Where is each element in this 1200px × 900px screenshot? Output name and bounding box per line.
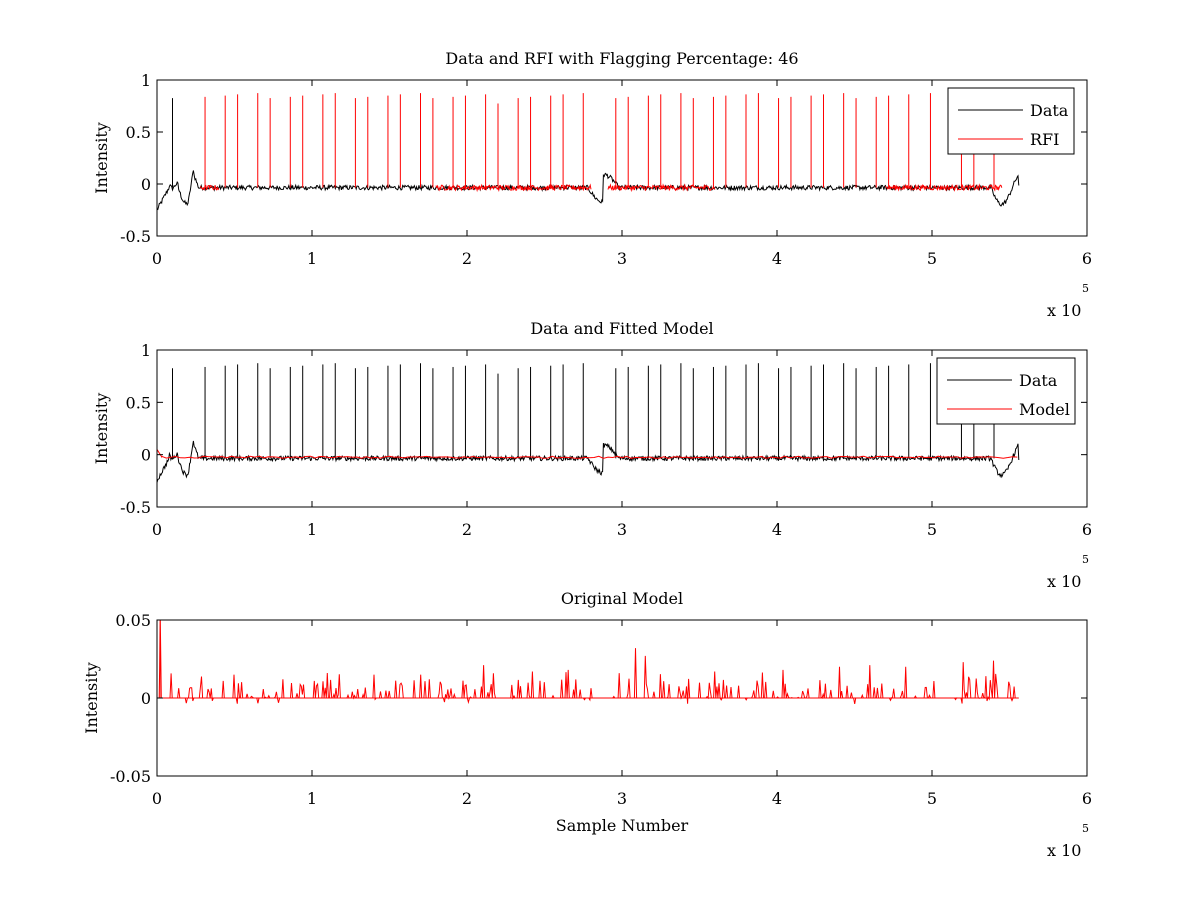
- x-tick-label: 5: [927, 520, 937, 539]
- x-tick-label: 4: [772, 789, 782, 808]
- legend-label: Data: [1019, 371, 1058, 390]
- x-tick-label: 2: [462, 789, 472, 808]
- y-tick-label: 0.5: [126, 123, 151, 142]
- x-exponent-power: 5: [1082, 553, 1089, 566]
- y-tick-label: -0.5: [120, 498, 151, 517]
- plot-lines: [157, 93, 1020, 211]
- x-tick-label: 3: [617, 249, 627, 268]
- rfi-segment: [885, 183, 1003, 192]
- x-tick-label: 2: [462, 249, 472, 268]
- rfi-segment: [199, 184, 220, 191]
- rfi-segment: [607, 183, 716, 193]
- x-tick-label: 6: [1082, 789, 1092, 808]
- x-tick-label: 5: [927, 249, 937, 268]
- x-tick-label: 1: [307, 520, 317, 539]
- plot-lines: [157, 363, 1020, 483]
- x-exponent-power: 5: [1082, 282, 1089, 295]
- y-tick-label: 0: [141, 689, 151, 708]
- x-tick-label: 3: [617, 789, 627, 808]
- legend-label: Data: [1030, 101, 1069, 120]
- y-axis-label: Intensity: [92, 122, 111, 194]
- chart-title: Data and RFI with Flagging Percentage: 4…: [445, 49, 798, 68]
- x-tick-label: 1: [307, 249, 317, 268]
- plot-area: [157, 350, 1087, 507]
- x-axis-label: Sample Number: [556, 816, 689, 835]
- y-tick-label: 0: [141, 175, 151, 194]
- y-tick-label: 1: [141, 71, 151, 90]
- legend-label: RFI: [1030, 130, 1059, 149]
- x-tick-label: 2: [462, 520, 472, 539]
- model-line: [157, 449, 1018, 459]
- y-axis-label: Intensity: [82, 662, 101, 734]
- chart-title: Original Model: [561, 589, 683, 608]
- legend-box: [947, 87, 1075, 155]
- legend-label: Model: [1019, 400, 1070, 419]
- y-tick-label: 0.05: [115, 611, 151, 630]
- data-line: [157, 170, 1020, 211]
- x-tick-label: 4: [772, 249, 782, 268]
- y-tick-label: 0: [141, 446, 151, 465]
- legend: Data RFI: [947, 87, 1075, 155]
- x-exponent: x 10: [1047, 572, 1081, 591]
- y-tick-label: 1: [141, 341, 151, 360]
- chart-title: Data and Fitted Model: [530, 319, 713, 338]
- y-tick-label: -0.5: [120, 227, 151, 246]
- x-tick-label: 5: [927, 789, 937, 808]
- legend: Data Model: [936, 357, 1076, 425]
- y-tick-label: -0.05: [110, 767, 151, 786]
- x-tick-label: 6: [1082, 520, 1092, 539]
- plot-lines: [157, 620, 1019, 705]
- y-tick-label: 0.5: [126, 393, 151, 412]
- x-tick-label: 4: [772, 520, 782, 539]
- plot-area: [157, 80, 1087, 236]
- x-tick-label: 1: [307, 789, 317, 808]
- x-exponent-power: 5: [1082, 822, 1089, 835]
- x-exponent: x 10: [1047, 301, 1081, 320]
- legend-box: [936, 357, 1076, 425]
- x-tick-label: 6: [1082, 249, 1092, 268]
- x-tick-label: 0: [152, 789, 162, 808]
- rfi-segment: [435, 183, 592, 193]
- x-tick-label: 0: [152, 520, 162, 539]
- x-exponent: x 10: [1047, 841, 1081, 860]
- x-tick-label: 3: [617, 520, 627, 539]
- y-axis-label: Intensity: [92, 393, 111, 465]
- x-tick-label: 0: [152, 249, 162, 268]
